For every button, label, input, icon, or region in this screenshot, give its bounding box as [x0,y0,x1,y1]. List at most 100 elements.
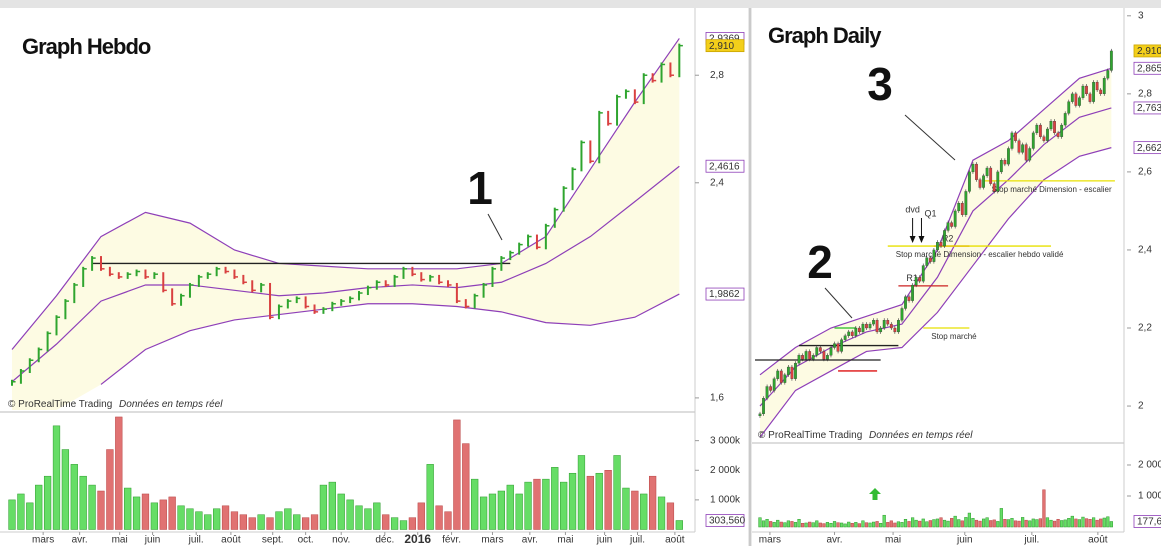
candle [1074,93,1078,106]
y-tick-label: 1,6 [710,393,724,404]
candle [1088,93,1092,102]
volume-bar [230,511,239,530]
candle [960,202,964,215]
volume-bar [168,496,176,530]
candle [818,347,822,352]
chart-title: Graph Hebdo [22,34,151,59]
volume-bar [825,522,830,528]
candle [879,327,883,333]
volume-bar [355,505,363,530]
candle [843,335,847,340]
candle [967,171,971,192]
volume-bar [364,508,372,530]
candle [776,370,780,379]
volume-bar [935,518,940,528]
volume-bar [1074,518,1078,528]
source: © ProRealTime Trading [8,399,112,410]
volume-bar [631,490,639,530]
volume-bar [382,514,390,530]
volume-bar [907,521,911,528]
candle [996,171,1000,192]
volume-bar [124,487,132,530]
candle [953,210,957,227]
bollinger-upper [11,38,680,350]
volume-bar [967,512,971,528]
volume-bar [1031,518,1035,528]
volume-bar [577,455,586,530]
volume-bar [390,517,399,530]
volume-bar [1006,519,1011,528]
annotation-number: 2 [807,236,833,288]
candle [907,296,911,301]
price-label: 2,7639 [1137,103,1161,114]
volume-bar [939,517,943,528]
volume-bar [903,518,908,528]
volume-bar [921,518,925,528]
volume-bar [871,521,876,528]
x-tick-label: août [221,535,241,546]
candle [1053,121,1056,134]
candle [815,347,819,356]
volume-bar [257,514,265,530]
candle [826,355,829,360]
volume-bar [560,481,568,530]
volume-bar [26,502,34,530]
event-label: Q1 [924,208,936,218]
volume-bar [761,520,766,528]
volume-bar [1063,519,1067,528]
volume-bar [1056,518,1060,528]
candle [1024,144,1028,161]
candle [1003,160,1007,165]
volume-bar [213,508,221,530]
candle [889,323,893,329]
volume-bar [932,519,936,528]
volume-bar [1010,518,1014,528]
volume-bar [497,490,506,530]
volume-bar [88,484,96,530]
volume-bar [957,519,961,528]
volume-bar [1084,518,1089,528]
candle [847,331,851,336]
volume-bar [248,517,256,530]
volume-bar [551,467,559,530]
volume-y-tick-label: 1 000k [1138,491,1161,502]
volume-bar [70,464,78,530]
candle [971,163,975,173]
price-label: 2,8655 [1137,63,1161,74]
price-label: 2,6622 [1137,143,1161,154]
volume-bar [815,520,819,528]
volume-bar [942,519,947,528]
volume-bar [836,522,840,528]
price-label-box [1133,61,1161,75]
candle [978,179,982,188]
candle [989,167,993,184]
volume-bar [8,499,16,530]
candle [1028,148,1032,161]
volume-bar [790,521,794,528]
candle [957,202,961,212]
candle [893,327,897,333]
candle [833,343,836,348]
price-label-box [1133,515,1161,528]
volume-bar [79,475,87,530]
candle [992,183,996,192]
volume-bar [337,493,345,530]
volume-bar [675,520,683,530]
volume-bar [854,522,858,528]
annotation-number: 3 [867,58,893,110]
level-label: Stop marché [931,332,977,341]
volume-bar [648,475,657,530]
x-tick-label: juin [596,535,613,546]
candle [850,331,854,336]
volume-bar [999,508,1003,528]
candle [790,366,794,379]
volume-bar [832,521,837,528]
volume-bar [1003,518,1007,528]
volume-bar [586,475,594,530]
x-tick-label: 2016 [404,532,431,546]
volume-bar [928,520,932,528]
volume-y-tick-label: 3 000k [710,435,741,446]
candle [1092,81,1095,102]
volume-bar [524,481,532,530]
volume-bar [1081,516,1085,528]
